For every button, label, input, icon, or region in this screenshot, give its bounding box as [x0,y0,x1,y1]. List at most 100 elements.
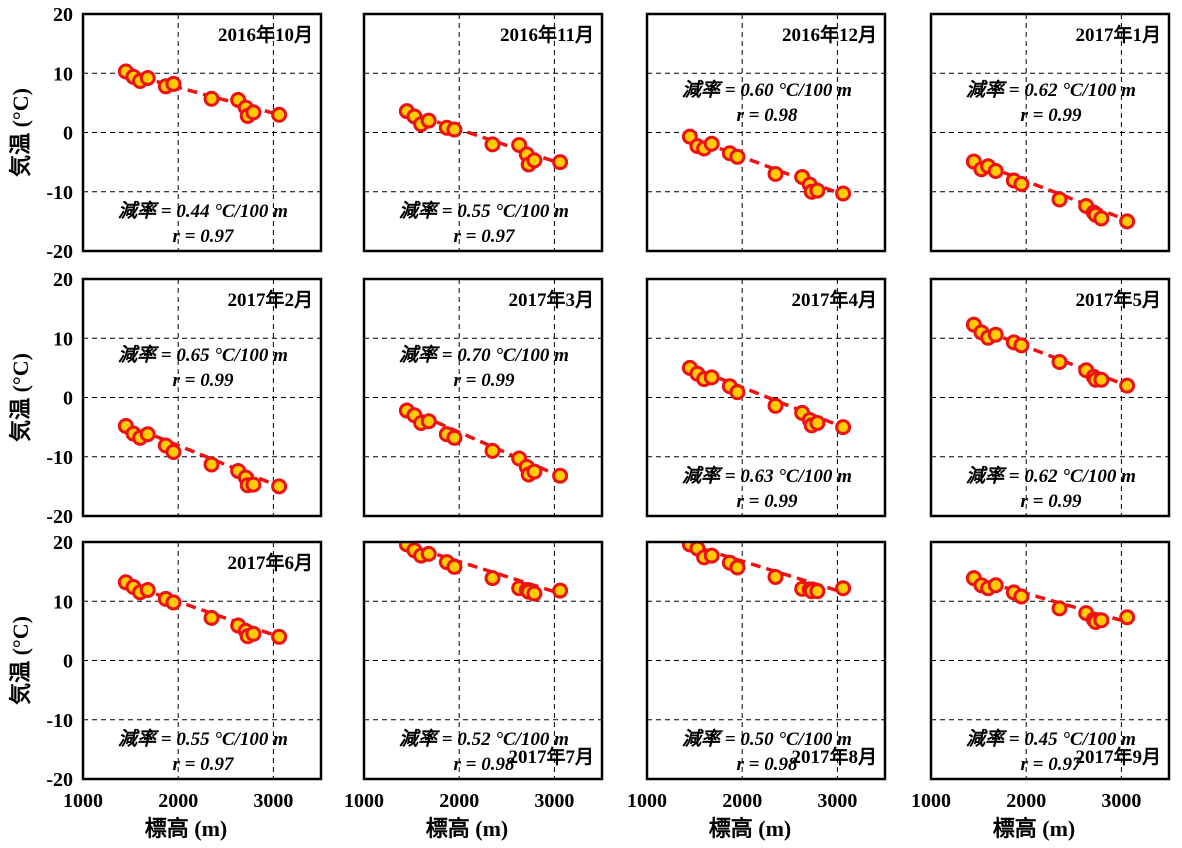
y-tick-label: 20 [53,269,73,291]
lapse-rate-label: 減率 = 0.55 °C/100 m [118,728,288,750]
data-point [811,184,824,197]
x-tick-label: 3000 [253,790,293,812]
data-point [247,478,260,491]
y-axis-label: 気温 (°C) [8,88,33,177]
lapse-rate-label: 減率 = 0.50 °C/100 m [682,728,852,750]
data-point [705,371,718,384]
correlation-label: r = 0.97 [173,754,235,775]
lapse-rate-label: 減率 = 0.45 °C/100 m [966,728,1136,750]
data-point [769,167,782,180]
data-point [989,579,1002,592]
y-tick-label: -10 [46,182,73,204]
correlation-label: r = 0.99 [173,370,234,391]
data-point [422,547,435,560]
x-tick-label: 2000 [1006,790,1046,812]
data-point [837,582,850,595]
y-axis-label: 気温 (°C) [8,616,33,705]
y-tick-label: 20 [53,4,73,26]
panel-title: 2016年12月 [782,23,877,46]
data-point [205,458,218,471]
lapse-rate-label: 減率 = 0.63 °C/100 m [682,465,852,487]
data-point [1015,590,1028,603]
data-point [528,587,541,600]
y-tick-label: 10 [53,328,73,350]
y-tick-label: -20 [46,769,73,791]
y-tick-label: -20 [46,241,73,263]
lapse-rate-label: 減率 = 0.62 °C/100 m [966,465,1136,487]
data-point [554,156,567,169]
data-point [448,431,461,444]
data-point [528,154,541,167]
x-axis-label: 標高 (m) [993,816,1075,841]
y-tick-label: -20 [46,506,73,528]
data-point [528,465,541,478]
data-point [1053,602,1066,615]
x-tick-label: 1000 [911,790,951,812]
x-axis-label: 標高 (m) [709,816,791,841]
y-tick-label: 0 [63,651,73,673]
lapse-rate-label: 減率 = 0.70 °C/100 m [399,344,569,366]
panel-title: 2017年3月 [508,288,594,311]
data-point [1053,355,1066,368]
x-tick-label: 2000 [158,790,198,812]
data-point [1095,373,1108,386]
data-point [989,165,1002,178]
data-point [989,328,1002,341]
data-point [167,446,180,459]
y-tick-label: -10 [46,447,73,469]
correlation-label: r = 0.98 [454,754,515,775]
x-tick-label: 1000 [344,790,384,812]
data-point [273,108,286,121]
panel-title: 2017年1月 [1075,23,1161,46]
data-point [554,584,567,597]
y-tick-label: 10 [53,591,73,613]
data-point [731,386,744,399]
panel-2: 2016年11月減率 = 0.55 °C/100 mr = 0.97 [364,14,602,251]
data-point [811,416,824,429]
data-point [705,549,718,562]
data-point [167,77,180,90]
chart-figure: 2016年10月減率 = 0.44 °C/100 mr = 0.97-20-10… [0,0,1182,848]
data-point [141,71,154,84]
correlation-label: r = 0.97 [173,226,235,247]
data-point [486,138,499,151]
lapse-rate-label: 減率 = 0.62 °C/100 m [966,79,1136,101]
data-point [554,469,567,482]
data-point [1095,614,1108,627]
data-point [448,123,461,136]
y-axis-label: 気温 (°C) [8,353,33,442]
x-axis-label: 標高 (m) [426,816,508,841]
panel-title: 2016年11月 [500,23,594,46]
lapse-rate-label: 減率 = 0.60 °C/100 m [682,79,852,101]
lapse-rate-label: 減率 = 0.44 °C/100 m [118,200,288,222]
panel-title: 2017年2月 [227,288,313,311]
panel-title: 2017年6月 [227,551,313,574]
data-point [247,106,260,119]
correlation-label: r = 0.99 [454,370,515,391]
data-point [1095,212,1108,225]
correlation-label: r = 0.98 [737,105,798,126]
data-point [837,187,850,200]
data-point [205,611,218,624]
data-point [167,596,180,609]
lapse-rate-label: 減率 = 0.65 °C/100 m [118,344,288,366]
data-point [811,585,824,598]
correlation-label: r = 0.99 [737,491,798,512]
x-tick-label: 3000 [817,790,857,812]
data-point [1053,193,1066,206]
data-point [1121,611,1134,624]
panel-title: 2017年5月 [1075,288,1161,311]
data-point [486,444,499,457]
data-point [141,428,154,441]
y-tick-label: 20 [53,532,73,554]
correlation-label: r = 0.98 [737,754,798,775]
data-point [247,627,260,640]
x-tick-label: 1000 [627,790,667,812]
